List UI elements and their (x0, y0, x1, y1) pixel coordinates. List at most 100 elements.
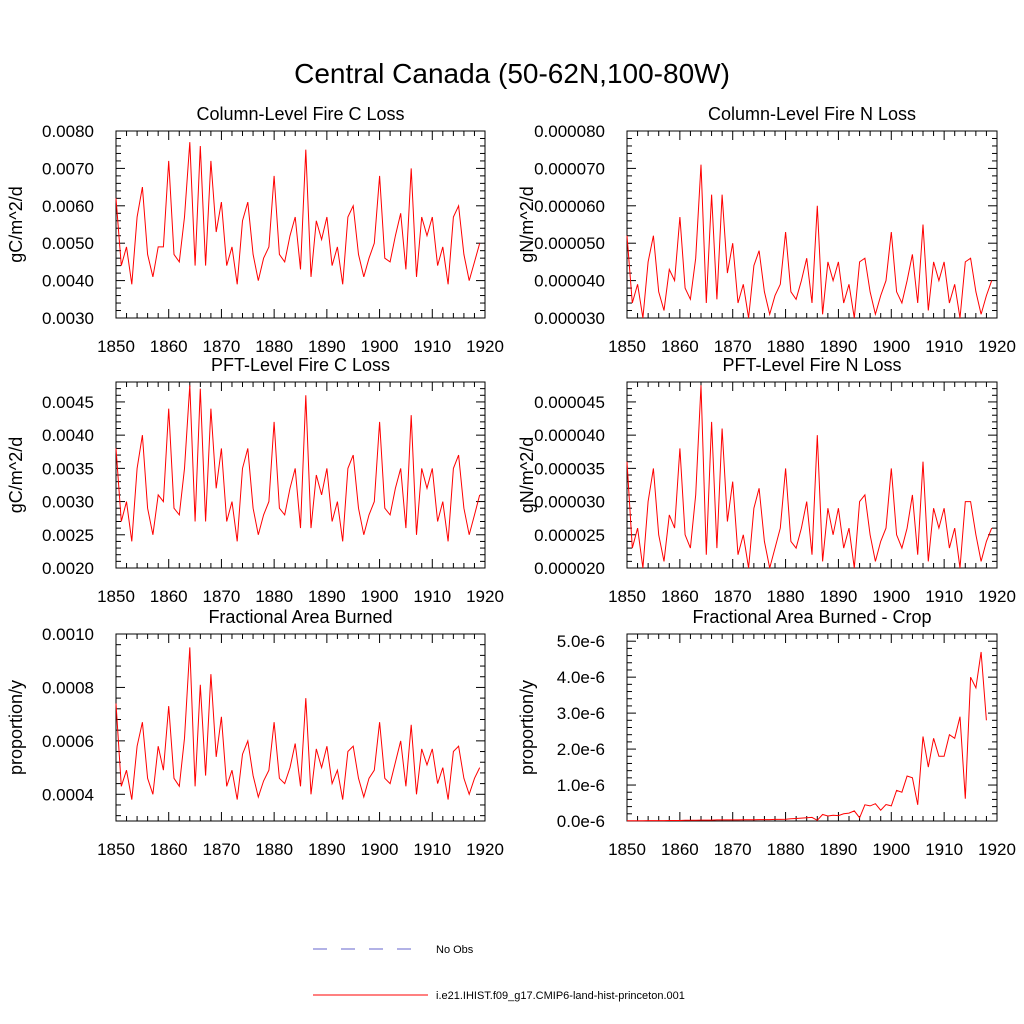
y-tick-label: 0.000080 (534, 122, 605, 141)
x-tick-label: 1910 (413, 840, 451, 859)
x-tick-label: 1910 (925, 587, 963, 606)
x-tick-label: 1860 (661, 337, 699, 356)
x-tick-label: 1880 (767, 840, 805, 859)
panel-title: Column-Level Fire C Loss (196, 104, 404, 124)
x-tick-label: 1860 (150, 587, 188, 606)
plot-frame (115, 381, 486, 569)
y-axis-label: proportion/y (6, 680, 26, 775)
y-tick-label: 3.0e-6 (557, 704, 605, 723)
series-line (115, 142, 481, 285)
y-tick-label: 0.000030 (534, 493, 605, 512)
y-tick-label: 0.0080 (42, 122, 94, 141)
panel-4: PFT-Level Fire N Loss 1850 1860 1870 1880 189… (517, 355, 1016, 606)
y-tick-label: 0.0030 (42, 309, 94, 328)
x-tick-label: 1870 (714, 337, 752, 356)
x-tick-label: 1900 (361, 587, 399, 606)
y-tick-label: 0.000060 (534, 197, 605, 216)
x-tick-label: 1870 (203, 587, 241, 606)
x-tick-label: 1860 (150, 337, 188, 356)
x-tick-label: 1850 (608, 337, 646, 356)
panel-title: Fractional Area Burned (208, 607, 392, 627)
y-tick-label: 0.000030 (534, 309, 605, 328)
y-tick-label: 0.000040 (534, 426, 605, 445)
x-tick-label: 1920 (466, 587, 504, 606)
legend-label-no-obs: No Obs (436, 944, 474, 956)
x-tick-label: 1860 (150, 840, 188, 859)
x-tick-label: 1920 (978, 840, 1016, 859)
panel-5: Fractional Area Burned 1850 1860 1870 1880 18… (6, 607, 504, 859)
x-tick-label: 1870 (203, 337, 241, 356)
x-tick-label: 1890 (820, 337, 858, 356)
plot-frame (626, 130, 998, 319)
x-tick-label: 1870 (203, 840, 241, 859)
y-axis-label: proportion/y (517, 680, 537, 775)
x-tick-label: 1900 (872, 840, 910, 859)
series-line (626, 385, 993, 569)
x-tick-label: 1900 (361, 840, 399, 859)
x-tick-label: 1850 (608, 587, 646, 606)
x-tick-label: 1890 (820, 840, 858, 859)
y-tick-label: 0.000050 (534, 234, 605, 253)
x-tick-label: 1900 (872, 337, 910, 356)
x-tick-label: 1890 (820, 587, 858, 606)
legend: No Obs i.e21.IHIST.f09_g17.CMIP6-land-hi… (313, 944, 685, 1002)
y-tick-label: 0.0030 (42, 493, 94, 512)
x-tick-label: 1850 (97, 337, 135, 356)
plot-frame (626, 381, 998, 569)
y-tick-label: 0.000045 (534, 393, 605, 412)
series-line (626, 164, 993, 319)
y-tick-label: 0.0040 (42, 426, 94, 445)
plot-frame (626, 633, 998, 822)
y-tick-label: 0.0010 (42, 625, 94, 644)
y-tick-label: 0.0006 (42, 732, 94, 751)
panel-2: Column-Level Fire N Loss 1850 1860 1870 1880… (517, 104, 1016, 356)
panel-title: Fractional Area Burned - Crop (692, 607, 931, 627)
x-tick-label: 1880 (767, 587, 805, 606)
x-tick-label: 1860 (661, 840, 699, 859)
y-tick-label: 5.0e-6 (557, 632, 605, 651)
y-tick-label: 0.000020 (534, 559, 605, 578)
y-tick-label: 4.0e-6 (557, 668, 605, 687)
x-tick-label: 1910 (925, 337, 963, 356)
y-tick-label: 0.0020 (42, 559, 94, 578)
x-tick-label: 1880 (767, 337, 805, 356)
x-tick-label: 1890 (308, 840, 346, 859)
panel-1: Column-Level Fire C Loss 1850 1860 1870 1880… (6, 104, 504, 356)
y-tick-label: 0.000070 (534, 159, 605, 178)
y-tick-label: 2.0e-6 (557, 740, 605, 759)
y-tick-label: 0.0060 (42, 197, 94, 216)
x-tick-label: 1920 (978, 587, 1016, 606)
x-tick-label: 1910 (925, 840, 963, 859)
y-tick-label: 0.0045 (42, 393, 94, 412)
x-tick-label: 1880 (255, 587, 293, 606)
panel-title: PFT-Level Fire N Loss (722, 355, 901, 375)
x-tick-label: 1860 (661, 587, 699, 606)
series-line (115, 385, 481, 542)
y-tick-label: 1.0e-6 (557, 776, 605, 795)
y-tick-label: 0.000035 (534, 459, 605, 478)
y-tick-label: 0.0e-6 (557, 812, 605, 831)
series-line (627, 651, 987, 822)
x-tick-label: 1920 (466, 337, 504, 356)
x-tick-label: 1850 (97, 840, 135, 859)
x-tick-label: 1870 (714, 840, 752, 859)
y-tick-label: 0.0050 (42, 234, 94, 253)
legend-label-model: i.e21.IHIST.f09_g17.CMIP6-land-hist-prin… (436, 990, 685, 1002)
x-tick-label: 1870 (714, 587, 752, 606)
y-axis-label: gC/m^2/d (6, 186, 26, 262)
y-tick-label: 0.0035 (42, 459, 94, 478)
panel-title: Column-Level Fire N Loss (708, 104, 916, 124)
x-tick-label: 1890 (308, 337, 346, 356)
y-axis-label: gN/m^2/d (517, 437, 537, 513)
panel-title: PFT-Level Fire C Loss (211, 355, 390, 375)
y-tick-label: 0.000040 (534, 272, 605, 291)
series-line (115, 647, 481, 800)
x-tick-label: 1900 (872, 587, 910, 606)
x-tick-label: 1880 (255, 840, 293, 859)
y-axis-label: gN/m^2/d (517, 186, 537, 262)
x-tick-label: 1910 (413, 587, 451, 606)
x-tick-label: 1880 (255, 337, 293, 356)
x-tick-label: 1910 (413, 337, 451, 356)
y-tick-label: 0.0025 (42, 526, 94, 545)
